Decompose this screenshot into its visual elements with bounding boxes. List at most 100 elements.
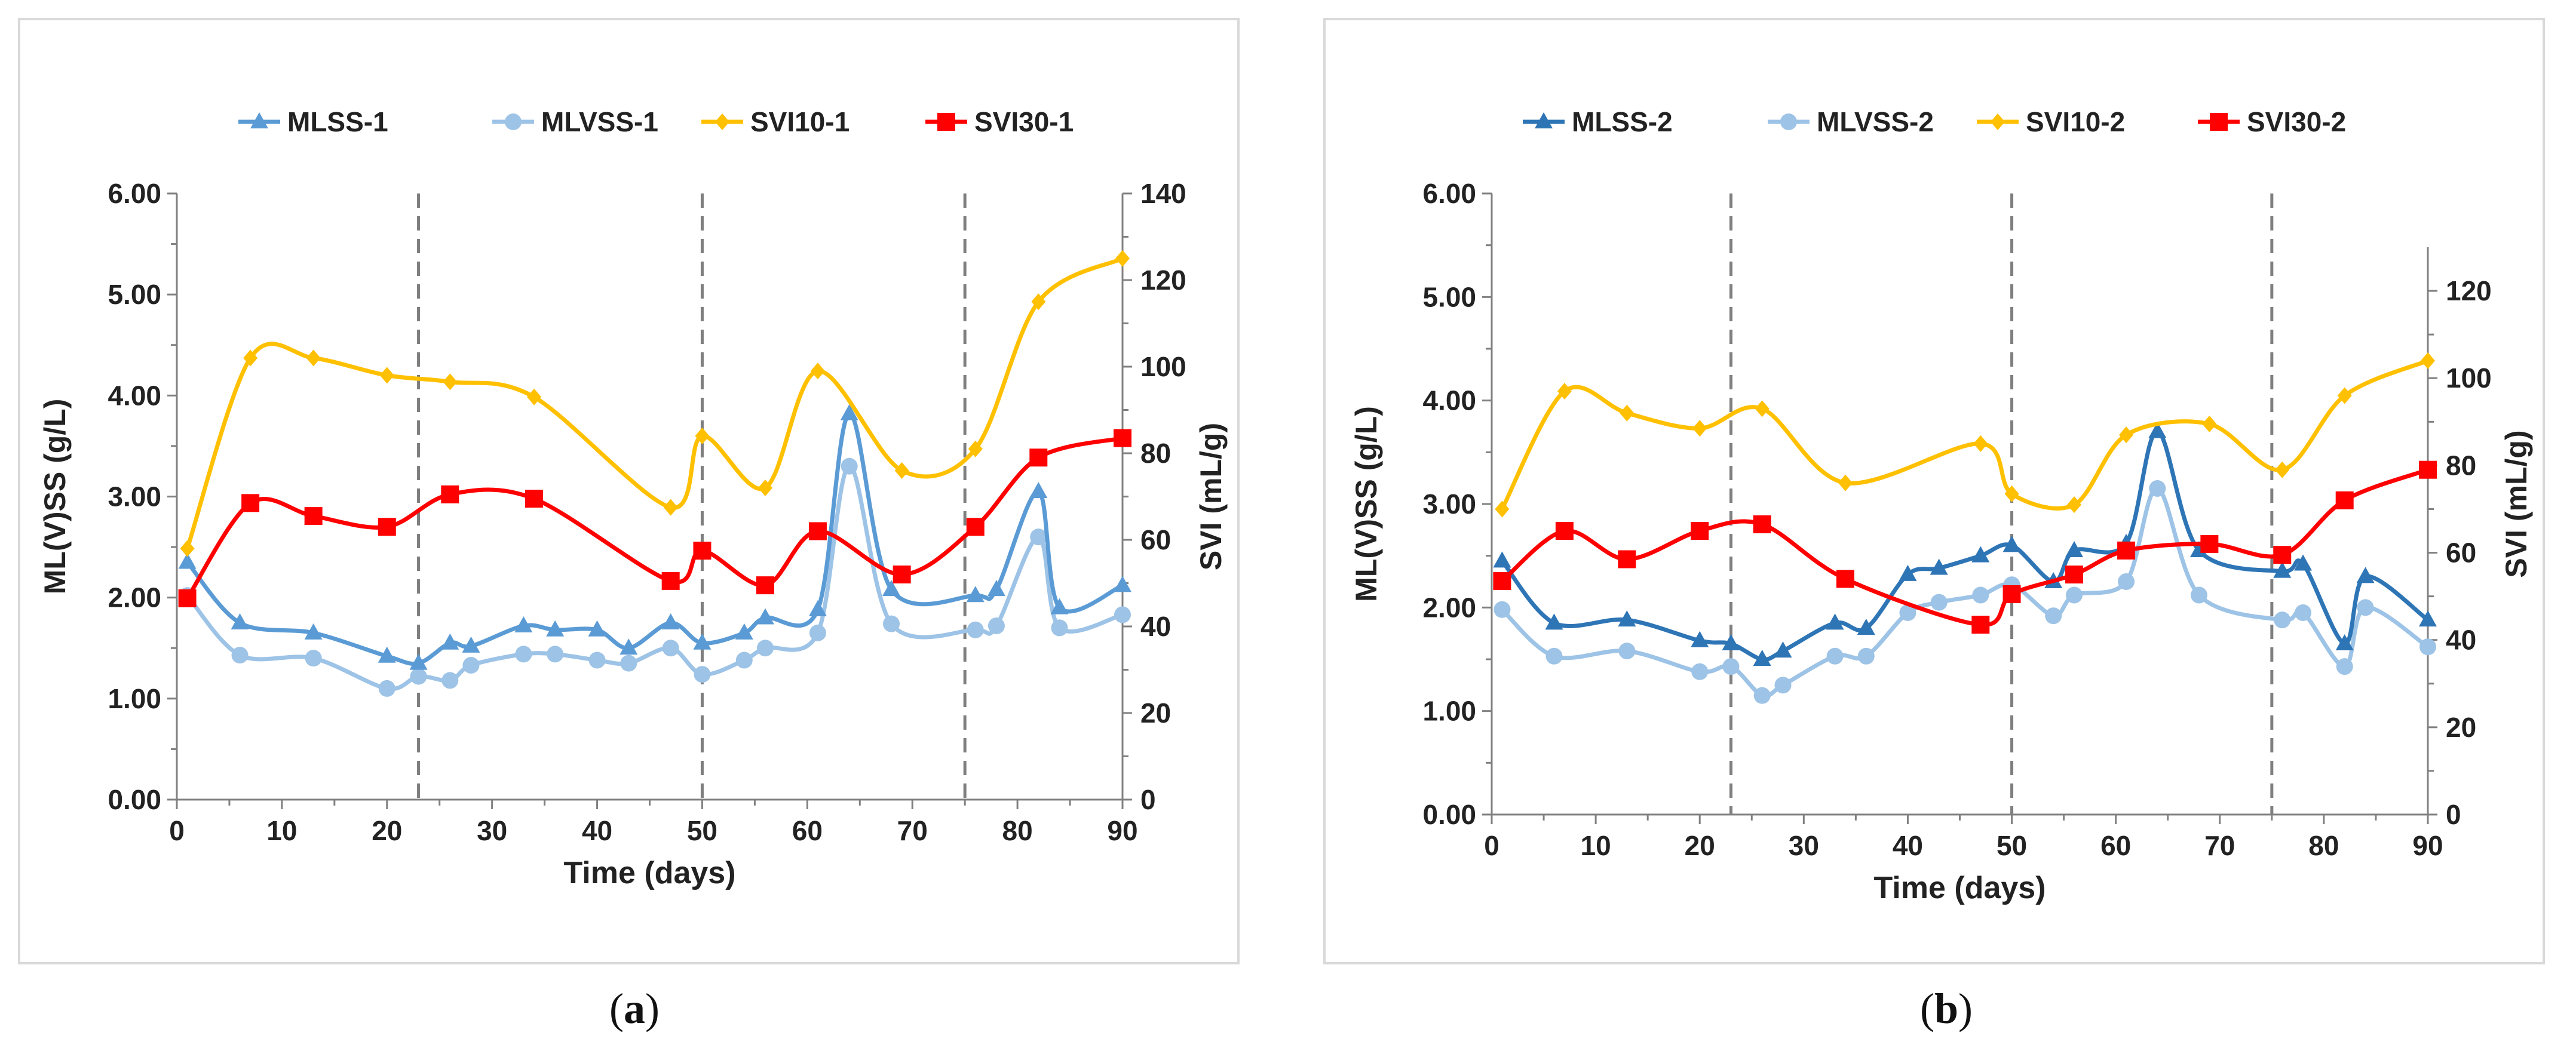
data-point-svi10-1 — [968, 440, 983, 457]
legend-item-mlss-2: MLSS-2 — [1523, 106, 1673, 137]
data-point-svi30-1 — [808, 522, 827, 540]
data-point-svi10-1 — [810, 362, 825, 380]
series-svi10-1 — [180, 250, 1130, 557]
data-point-mlss-1 — [304, 623, 323, 640]
data-point-mlvss-1 — [305, 650, 322, 667]
x-tick-label: 90 — [2412, 830, 2443, 861]
series-mlss-2 — [1493, 422, 2437, 666]
caption-a: (a) — [609, 985, 660, 1033]
y2-tick-label: 120 — [1140, 265, 1186, 296]
y-tick-label: 0.00 — [108, 784, 161, 815]
data-point-mlss-2 — [1722, 634, 1740, 650]
x-tick-label: 20 — [1685, 830, 1715, 861]
data-point-svi30-1 — [241, 494, 260, 512]
series-svi10-2 — [1495, 352, 2435, 518]
y2-tick-label: 60 — [2446, 537, 2476, 569]
data-point-svi10-1 — [758, 480, 772, 496]
data-point-svi30-2 — [2335, 491, 2354, 509]
x-tick-label: 70 — [2204, 830, 2235, 861]
data-point-svi10-1 — [180, 540, 195, 557]
data-point-svi30-2 — [2117, 541, 2136, 560]
data-point-mlss-2 — [1774, 641, 1792, 658]
y-tick-label: 2.00 — [108, 582, 161, 613]
data-point-mlss-2 — [1493, 551, 1511, 568]
data-point-mlss-1 — [409, 653, 428, 670]
x-tick-label: 60 — [2100, 830, 2131, 861]
x-tick-label: 50 — [687, 815, 717, 846]
x-tick-label: 50 — [1997, 830, 2027, 861]
x-tick-label: 90 — [1107, 815, 1137, 846]
data-point-svi10-1 — [894, 462, 909, 479]
data-point-mlvss-1 — [1051, 619, 1068, 637]
data-point-svi30-1 — [693, 542, 712, 560]
data-point-svi30-1 — [178, 589, 197, 607]
data-point-mlss-2 — [1930, 558, 1948, 575]
data-point-mlvss-2 — [1494, 601, 1511, 618]
legend-label: MLVSS-1 — [541, 106, 658, 137]
legend-marker — [715, 113, 729, 130]
data-point-mlvss-2 — [1753, 687, 1771, 704]
y-axis-title: ML(V)SS (g/L) — [1350, 406, 1383, 602]
data-point-mlvss-1 — [410, 668, 427, 685]
y-axis-title: ML(V)SS (g/L) — [38, 399, 72, 595]
y-tick-label: 1.00 — [1422, 696, 1476, 727]
data-point-svi30-1 — [525, 490, 544, 508]
data-point-svi30-1 — [756, 576, 774, 595]
y-tick-label: 0.00 — [1422, 799, 1476, 830]
data-point-svi10-1 — [1115, 250, 1130, 267]
data-point-svi30-2 — [2065, 566, 2084, 584]
chart-b: 0.001.002.003.004.005.006.00020406080100… — [1350, 106, 2533, 905]
data-point-svi30-1 — [1029, 448, 1048, 467]
data-point-mlvss-2 — [2419, 638, 2436, 656]
data-point-svi10-2 — [2421, 352, 2435, 369]
data-point-svi30-2 — [1971, 616, 1990, 634]
legend-label: MLSS-1 — [287, 106, 388, 137]
chart-panel-a: 0.00 1.00 2.00 3.00 4.00 5.00 6.00 0 20 40 60 80 100… — [18, 18, 1240, 964]
data-point-mlvss-2 — [1972, 586, 1989, 604]
data-point-mlvss-1 — [378, 680, 395, 697]
data-point-svi10-1 — [306, 349, 321, 367]
legend-label: MLSS-2 — [1572, 106, 1673, 137]
data-point-svi10-1 — [379, 367, 394, 384]
legend-item-svi30-1: SVI30-1 — [925, 106, 1074, 137]
data-point-mlvss-2 — [1826, 647, 1844, 665]
y2-tick-label: 0 — [1140, 784, 1156, 815]
data-point-svi10-2 — [2067, 496, 2082, 514]
data-point-svi10-2 — [1973, 435, 1988, 452]
data-point-mlss-2 — [1826, 613, 1844, 630]
data-point-mlvss-1 — [662, 640, 679, 657]
y-tick-label: 5.00 — [108, 279, 161, 310]
data-point-mlss-2 — [2065, 541, 2084, 557]
data-point-mlss-2 — [2294, 554, 2313, 571]
series-svi30-2 — [1493, 460, 2437, 634]
y2-axis-title: SVI (mL/g) — [2500, 430, 2533, 577]
data-point-mlss-2 — [1971, 546, 1990, 563]
data-point-svi30-2 — [1555, 522, 1574, 540]
y2-axis-title: SVI (mL/g) — [1194, 423, 1228, 570]
y2-tick-label: 140 — [1140, 178, 1186, 209]
y-tick-label: 6.00 — [1422, 178, 1476, 209]
data-point-mlvss-1 — [841, 457, 858, 475]
data-point-svi30-2 — [1836, 570, 1854, 588]
data-point-svi10-2 — [1755, 400, 1770, 417]
x-tick-label: 40 — [1893, 830, 1923, 861]
data-point-mlvss-1 — [515, 646, 532, 663]
data-point-mlss-2 — [1691, 631, 1709, 647]
data-point-mlvss-2 — [2295, 604, 2312, 621]
data-point-svi30-1 — [661, 571, 680, 590]
data-point-svi30-2 — [2273, 546, 2292, 564]
data-point-mlss-2 — [2335, 634, 2354, 650]
data-point-mlss-1 — [441, 633, 459, 650]
series-mlvss-1 — [179, 457, 1131, 697]
y-tick-label: 4.00 — [1422, 385, 1476, 416]
data-point-svi30-1 — [378, 518, 396, 536]
data-point-mlvss-1 — [735, 652, 753, 669]
data-point-mlvss-2 — [2118, 573, 2135, 590]
data-point-svi10-2 — [2202, 415, 2217, 432]
x-tick-label: 0 — [1484, 830, 1499, 861]
data-point-mlss-1 — [1050, 598, 1069, 614]
data-point-mlvss-2 — [1857, 647, 1875, 665]
x-tick-label: 60 — [792, 815, 823, 846]
y2-tick-label: 100 — [2446, 362, 2492, 394]
data-point-svi10-1 — [663, 499, 678, 516]
